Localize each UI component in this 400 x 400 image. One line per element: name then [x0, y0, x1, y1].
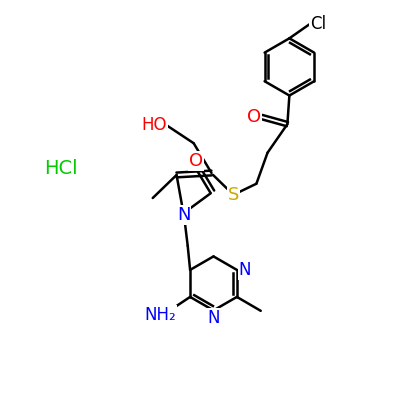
Text: N: N	[207, 308, 220, 326]
Text: HO: HO	[141, 116, 167, 134]
Text: N: N	[177, 206, 190, 224]
Text: S: S	[228, 186, 239, 204]
Text: Cl: Cl	[310, 16, 326, 34]
Text: NH₂: NH₂	[144, 306, 176, 324]
Text: HCl: HCl	[44, 159, 78, 178]
Text: O: O	[246, 108, 261, 126]
Text: N: N	[238, 261, 251, 279]
Text: O: O	[189, 152, 204, 170]
